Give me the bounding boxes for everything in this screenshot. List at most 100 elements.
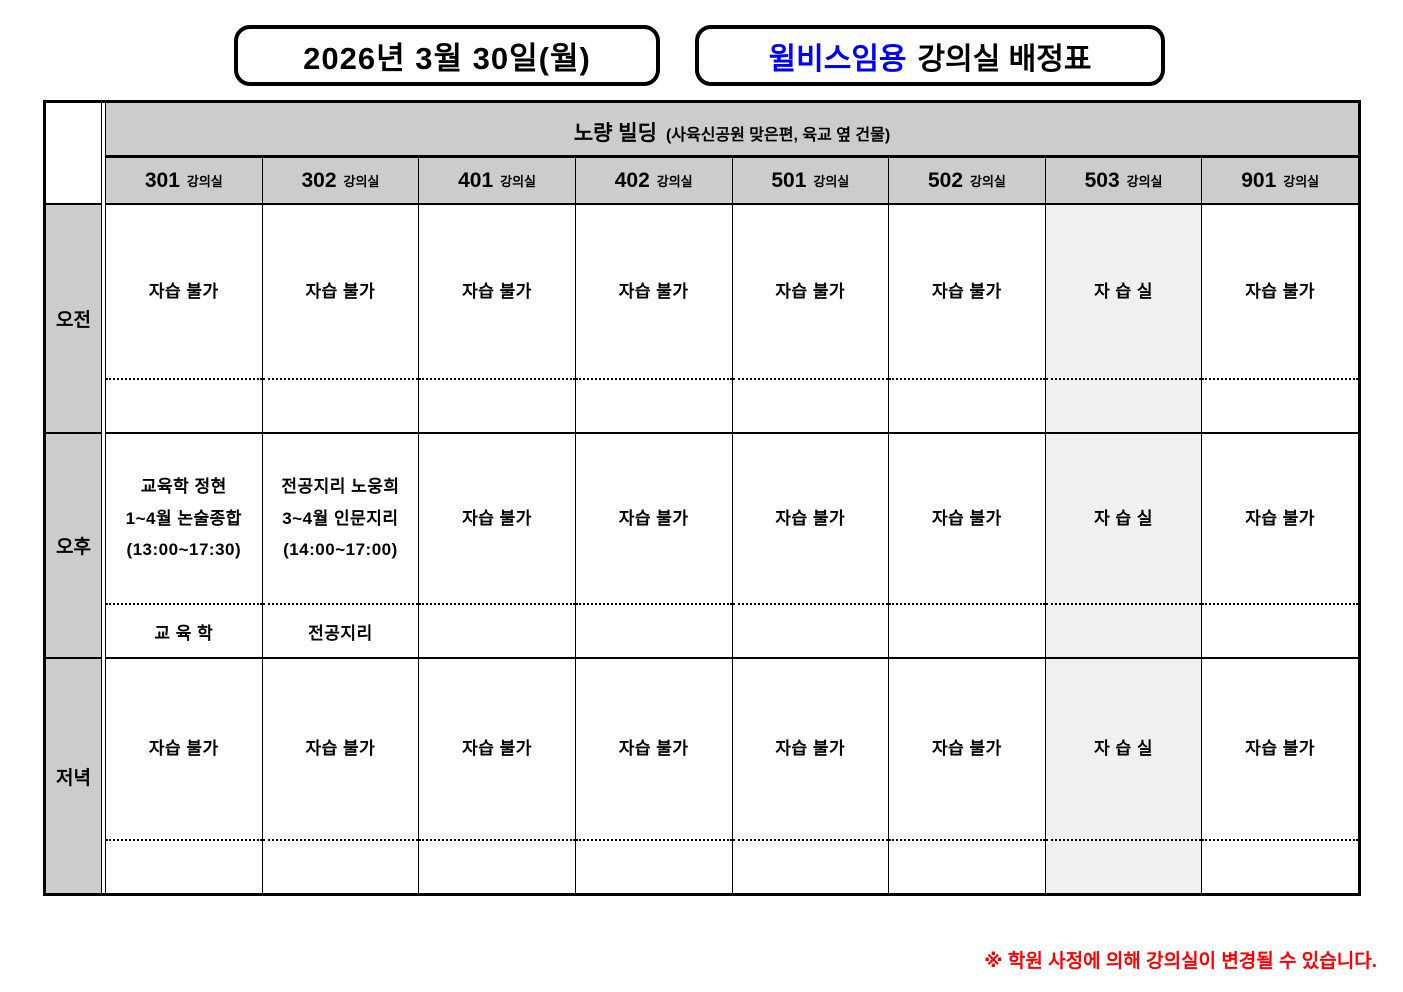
date-box: 2026년 3월 30일(월) [234, 25, 660, 86]
cell-sub-text [889, 841, 1045, 893]
cell-evening-502: 자습 불가 [889, 659, 1046, 893]
cell-sub-text [419, 841, 575, 893]
cell-sub-text [263, 380, 419, 432]
cell-main-text: 자 습 실 [1045, 434, 1202, 605]
building-name: 노량 빌딩 [573, 122, 657, 145]
cell-sub-text [106, 841, 262, 893]
building-note: (사육신공원 맞은편, 육교 옆 건물) [665, 127, 891, 144]
column-header-502: 502 강의실 [889, 158, 1046, 203]
building-header: 노량 빌딩 (사육신공원 맞은편, 육교 옆 건물) [106, 103, 1358, 158]
cell-morning-501: 자습 불가 [732, 205, 890, 432]
cell-sub-text [106, 380, 262, 432]
cell-sub-text [733, 605, 889, 657]
cell-afternoon-301: 교육학 정현 1~4월 논술종합 (13:00~17:30) 교 육 학 [106, 434, 263, 657]
cell-main-text: 자습 불가 [732, 659, 889, 841]
title-text: 강의실 배정표 [917, 42, 1092, 76]
cell-main-text: 자습 불가 [262, 659, 419, 841]
change-notice: ※ 학원 사정에 의해 강의실이 변경될 수 있습니다. [984, 951, 1377, 972]
cell-sub-text [1202, 841, 1358, 893]
cell-sub-text [733, 841, 889, 893]
corner-cell [46, 103, 101, 205]
column-header-501: 501 강의실 [732, 158, 890, 203]
cell-main-text: 자습 불가 [1202, 659, 1358, 841]
column-header-901: 901 강의실 [1202, 158, 1358, 203]
cell-sub-text [1046, 841, 1202, 893]
cell-main-text: 자습 불가 [419, 205, 575, 380]
cell-sub-text [576, 605, 732, 657]
cell-afternoon-502: 자습 불가 [889, 434, 1046, 657]
cell-morning-302: 자습 불가 [262, 205, 420, 432]
cell-evening-401: 자습 불가 [419, 659, 576, 893]
cell-main-text: 자습 불가 [106, 205, 262, 380]
cell-afternoon-501: 자습 불가 [732, 434, 890, 657]
cell-main-text: 자습 불가 [889, 434, 1045, 605]
cell-morning-901: 자습 불가 [1202, 205, 1358, 432]
cell-main-text: 교육학 정현 1~4월 논술종합 (13:00~17:30) [106, 434, 262, 605]
cell-sub-text [889, 380, 1045, 432]
column-header-302: 302 강의실 [262, 158, 420, 203]
cell-sub-text: 교 육 학 [154, 623, 214, 643]
title-box: 윌비스임용 강의실 배정표 [695, 25, 1165, 86]
cell-evening-302: 자습 불가 [262, 659, 420, 893]
cell-evening-501: 자습 불가 [732, 659, 890, 893]
column-header-503: 503 강의실 [1045, 158, 1203, 203]
academy-name: 윌비스임용 [768, 42, 907, 76]
cell-afternoon-302: 전공지리 노웅희 3~4월 인문지리 (14:00~17:00) 전공지리 [262, 434, 420, 657]
cell-afternoon-901: 자습 불가 [1202, 434, 1358, 657]
cell-sub-text [733, 380, 889, 432]
row-header-evening: 저녁 [46, 659, 101, 893]
cell-evening-901: 자습 불가 [1202, 659, 1358, 893]
row-header-morning: 오전 [46, 205, 101, 434]
cell-evening-402: 자습 불가 [575, 659, 733, 893]
cell-sub-text [576, 380, 732, 432]
cell-sub-text [419, 380, 575, 432]
cell-main-text: 자습 불가 [1202, 205, 1358, 380]
cell-morning-301: 자습 불가 [106, 205, 263, 432]
row-morning: 자습 불가 자습 불가 자습 불가 자습 불가 자습 불가 자습 불가 [106, 205, 1358, 434]
cell-sub-text [1046, 605, 1202, 657]
cell-afternoon-503-selfstudy: 자 습 실 [1045, 434, 1203, 657]
cell-evening-301: 자습 불가 [106, 659, 263, 893]
cell-sub-text [263, 841, 419, 893]
cell-main-text: 자습 불가 [575, 659, 732, 841]
cell-main-text: 자습 불가 [419, 434, 575, 605]
table-main: 노량 빌딩 (사육신공원 맞은편, 육교 옆 건물) 301 강의실 302 강의실… [105, 103, 1358, 893]
row-afternoon: 교육학 정현 1~4월 논술종합 (13:00~17:30) 교 육 학 전공지… [106, 434, 1358, 659]
cell-main-text: 자습 불가 [889, 205, 1045, 380]
cell-sub-text [1202, 605, 1358, 657]
cell-main-text: 자 습 실 [1045, 205, 1202, 380]
cell-main-text: 자습 불가 [262, 205, 419, 380]
pane-divider [102, 103, 105, 893]
cell-sub-text [1202, 380, 1358, 432]
cell-sub-text [1046, 380, 1202, 432]
column-header-401: 401 강의실 [419, 158, 576, 203]
cell-morning-401: 자습 불가 [419, 205, 576, 432]
column-header-row: 301 강의실 302 강의실 401 강의실 402 강의실 501 강의실 502 강의… [106, 158, 1358, 205]
cell-main-text: 자습 불가 [732, 434, 889, 605]
row-header-afternoon: 오후 [46, 434, 101, 659]
cell-main-text: 자습 불가 [1202, 434, 1358, 605]
date-text: 2026년 3월 30일(월) [303, 41, 591, 76]
cell-sub-text [419, 605, 575, 657]
column-header-402: 402 강의실 [575, 158, 733, 203]
cell-main-text: 전공지리 노웅희 3~4월 인문지리 (14:00~17:00) [262, 434, 419, 605]
cell-sub-text: 전공지리 [308, 623, 373, 643]
cell-morning-402: 자습 불가 [575, 205, 733, 432]
row-evening: 자습 불가 자습 불가 자습 불가 자습 불가 자습 불가 자습 불가 [106, 659, 1358, 893]
cell-main-text: 자습 불가 [575, 205, 732, 380]
column-header-301: 301 강의실 [106, 158, 263, 203]
cell-afternoon-401: 자습 불가 [419, 434, 576, 657]
cell-main-text: 자습 불가 [889, 659, 1045, 841]
cell-sub-text [889, 605, 1045, 657]
time-header-column: 오전 오후 저녁 [46, 103, 102, 893]
cell-morning-502: 자습 불가 [889, 205, 1046, 432]
cell-main-text: 자습 불가 [419, 659, 575, 841]
cell-main-text: 자습 불가 [732, 205, 889, 380]
cell-afternoon-402: 자습 불가 [575, 434, 733, 657]
cell-main-text: 자습 불가 [106, 659, 262, 841]
schedule-table: 오전 오후 저녁 노량 빌딩 (사육신공원 맞은편, 육교 옆 건물) 301 강… [43, 100, 1361, 896]
cell-sub-text [576, 841, 732, 893]
cell-main-text: 자 습 실 [1045, 659, 1202, 841]
cell-main-text: 자습 불가 [575, 434, 732, 605]
cell-evening-503-selfstudy: 자 습 실 [1045, 659, 1203, 893]
